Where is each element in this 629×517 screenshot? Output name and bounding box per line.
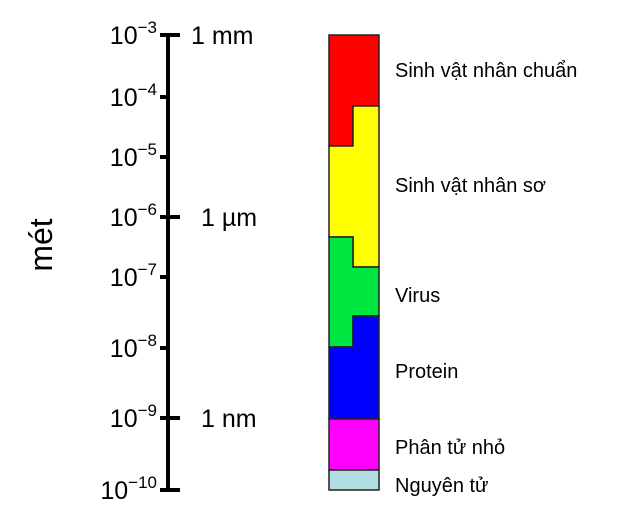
unit-label: 1 µm <box>201 204 257 232</box>
category-labels: Sinh vật nhân chuẩn Sinh vật nhân sơ Virus… <box>395 60 577 497</box>
bar-segment <box>328 418 380 471</box>
tick-label: 10−6 <box>110 200 157 232</box>
category-label: Phân tử nhỏ <box>395 437 505 459</box>
tick-label: 10−3 <box>110 18 157 50</box>
tick-label: 10−9 <box>110 401 157 433</box>
unit-label: 1 nm <box>201 405 257 433</box>
bar-segment <box>328 469 380 491</box>
category-label: Sinh vật nhân chuẩn <box>395 60 577 82</box>
size-bar <box>328 34 380 491</box>
unit-label: 1 mm <box>191 22 254 50</box>
category-label: Nguyên tử <box>395 475 488 497</box>
tick-label: 10−10 <box>100 473 157 505</box>
scale-axis: 10−3 1 mm 10−4 10−5 10−6 1 µm 10−7 10−8 10−9 1 nm… <box>100 18 257 505</box>
category-label: Virus <box>395 285 440 307</box>
tick-label: 10−4 <box>110 80 157 112</box>
category-label: Protein <box>395 361 458 383</box>
tick-label: 10−5 <box>110 140 157 172</box>
tick-label: 10−8 <box>110 331 157 363</box>
tick-label: 10−7 <box>110 260 157 292</box>
axis-title: mét <box>23 218 59 271</box>
category-label: Sinh vật nhân sơ <box>395 175 546 197</box>
